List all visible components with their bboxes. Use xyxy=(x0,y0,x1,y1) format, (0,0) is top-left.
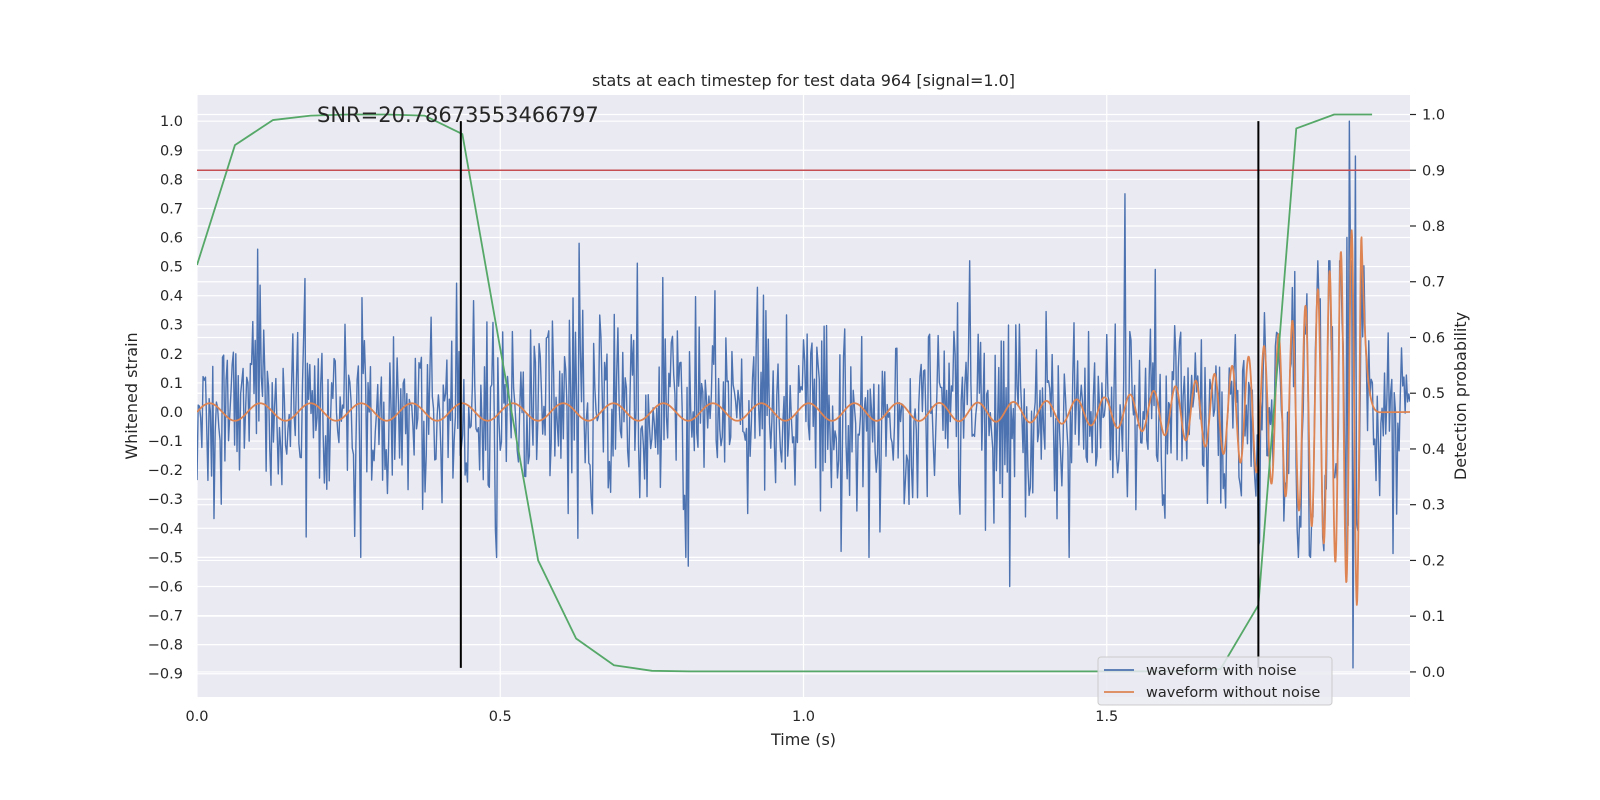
axes: 0.0 0.5 1.0 1.5 1.0 0.9 0.8 0.7 0.6 0.5 0.4 0.3 0.2 0… xyxy=(148,108,1445,725)
y-right-tick-label: 0.9 xyxy=(1422,163,1445,179)
y-left-tick-label: 0.5 xyxy=(160,260,183,276)
y-right-tick-label: 0.0 xyxy=(1422,665,1445,681)
y-left-tick-label: −0.5 xyxy=(148,550,183,566)
y-left-tick-label: 0.0 xyxy=(160,405,183,421)
y-right-tick-label: 0.4 xyxy=(1422,442,1445,458)
y-right-tick-label: 0.7 xyxy=(1422,275,1445,291)
series-line-waveform-with-noise xyxy=(197,120,1410,669)
y-left-tick-label: 0.8 xyxy=(160,172,183,188)
y-right-tick-label: 0.8 xyxy=(1422,219,1445,235)
x-tick-label: 0.5 xyxy=(489,709,512,725)
x-axis-label: Time (s) xyxy=(770,730,836,749)
x-tick-label: 0.0 xyxy=(185,709,208,725)
y-left-tick-label: −0.8 xyxy=(148,638,183,654)
y-right-tick-label: 1.0 xyxy=(1422,108,1445,124)
legend: waveform with noise waveform without noi… xyxy=(1097,656,1333,706)
chart-title: stats at each timestep for test data 964… xyxy=(592,71,1015,90)
y-right-tick-label: 0.2 xyxy=(1422,553,1445,569)
x-tick-label: 1.0 xyxy=(792,709,815,725)
legend-label-noise: waveform with noise xyxy=(1146,663,1297,679)
y-left-tick-label: 0.2 xyxy=(160,347,183,363)
y-right-tick-label: 0.5 xyxy=(1422,386,1445,402)
y-axis-right-label: Detection probability xyxy=(1451,312,1470,480)
series-line-waveform-without-noise xyxy=(197,229,1410,606)
y-left-tick-label: 0.6 xyxy=(160,231,183,247)
y-right-tick-label: 0.1 xyxy=(1422,609,1445,625)
y-left-tick-label: 0.1 xyxy=(160,376,183,392)
y-left-tick-label: 0.3 xyxy=(160,318,183,334)
y-left-tick-label: −0.7 xyxy=(148,609,183,625)
y-left-tick-label: −0.1 xyxy=(148,434,183,450)
y-left-tick-label: 0.9 xyxy=(160,143,183,159)
y-left-tick-label: −0.2 xyxy=(148,463,183,479)
y-left-tick-label: 0.7 xyxy=(160,201,183,217)
x-tick-label: 1.5 xyxy=(1095,709,1118,725)
y-axis-left-label: Whitened strain xyxy=(122,332,141,459)
y-left-tick-label: 1.0 xyxy=(160,114,183,130)
y-left-tick-label: 0.4 xyxy=(160,289,183,305)
y-left-tick-label: −0.4 xyxy=(148,521,183,537)
legend-box xyxy=(1097,656,1333,706)
y-right-tick-label: 0.3 xyxy=(1422,498,1445,514)
y-left-tick-label: −0.9 xyxy=(148,667,183,683)
y-left-tick-label: −0.6 xyxy=(148,579,183,595)
y-left-tick-label: −0.3 xyxy=(148,492,183,508)
y-right-tick-label: 0.6 xyxy=(1422,330,1445,346)
legend-label-clean: waveform without noise xyxy=(1146,685,1320,701)
snr-annotation: SNR=20.78673553466797 xyxy=(317,103,599,127)
